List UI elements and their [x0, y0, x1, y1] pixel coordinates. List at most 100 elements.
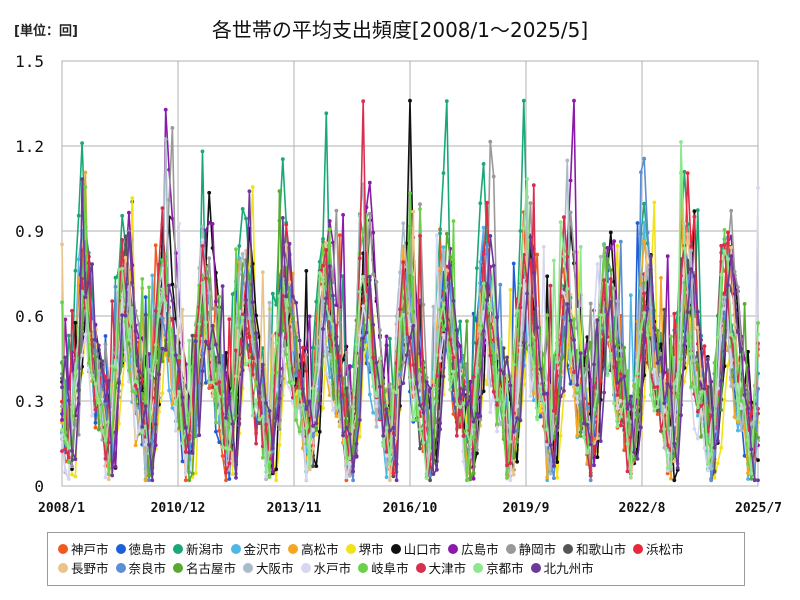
data-point — [518, 418, 523, 423]
data-point — [756, 186, 760, 190]
data-point — [321, 237, 325, 241]
data-point — [401, 221, 406, 226]
data-point — [719, 378, 724, 383]
data-point — [722, 295, 727, 300]
data-point — [321, 406, 325, 410]
data-point — [388, 478, 392, 483]
data-point — [568, 318, 573, 323]
data-point — [224, 416, 228, 420]
legend-label: 徳島市 — [128, 542, 167, 557]
data-point — [96, 369, 101, 373]
data-point — [515, 309, 519, 313]
data-point — [314, 299, 319, 304]
data-point — [635, 371, 640, 376]
data-point — [471, 340, 476, 345]
data-point — [652, 200, 657, 205]
data-point — [732, 415, 737, 419]
data-point — [545, 391, 550, 396]
data-point — [284, 294, 289, 299]
data-point — [555, 475, 560, 480]
data-point — [682, 246, 687, 251]
data-point — [76, 257, 81, 262]
data-point — [498, 282, 503, 287]
data-point — [692, 358, 697, 363]
data-point — [702, 344, 707, 349]
data-point — [304, 407, 309, 411]
data-point — [649, 306, 653, 310]
data-point — [367, 274, 372, 279]
data-point — [277, 189, 282, 194]
data-point — [147, 474, 151, 478]
data-point — [505, 463, 509, 468]
data-point — [595, 262, 600, 266]
data-point — [167, 198, 172, 202]
data-point — [695, 363, 700, 367]
data-point — [659, 355, 663, 360]
data-point — [173, 429, 178, 433]
data-point — [608, 339, 613, 343]
data-point — [418, 367, 422, 372]
data-point — [190, 471, 195, 476]
data-point — [414, 418, 419, 423]
legend-item: 長野市 — [58, 558, 109, 577]
data-point — [642, 239, 647, 244]
data-point — [732, 291, 737, 296]
data-point — [669, 476, 673, 481]
data-point — [538, 414, 543, 419]
data-point — [408, 378, 412, 383]
data-point — [83, 185, 88, 189]
data-point — [625, 406, 630, 411]
data-point — [200, 281, 205, 285]
data-point — [682, 343, 687, 347]
data-point — [408, 307, 412, 312]
data-point — [324, 111, 329, 116]
data-point — [103, 398, 108, 403]
data-point — [240, 252, 245, 256]
data-point — [177, 389, 182, 394]
data-point — [488, 308, 493, 312]
legend-item: 金沢市 — [230, 539, 281, 558]
data-point — [270, 446, 275, 451]
data-point — [672, 478, 677, 483]
data-point — [598, 313, 603, 317]
data-point — [183, 449, 188, 454]
data-point — [113, 364, 118, 369]
data-point — [230, 461, 235, 466]
data-point — [314, 464, 319, 468]
data-point — [605, 313, 610, 317]
data-point — [274, 467, 279, 472]
data-point — [280, 157, 285, 162]
data-point — [458, 405, 463, 409]
data-point — [692, 427, 697, 431]
data-point — [324, 241, 329, 245]
data-point — [137, 369, 141, 374]
data-point — [254, 380, 258, 385]
data-point — [478, 326, 483, 331]
data-point — [314, 428, 319, 432]
data-point — [746, 406, 750, 410]
data-point — [270, 334, 275, 338]
data-point — [746, 461, 750, 466]
data-point — [364, 330, 369, 335]
data-point — [337, 373, 342, 378]
data-point — [471, 471, 476, 475]
data-point — [200, 238, 205, 243]
data-point — [618, 378, 623, 382]
data-point — [294, 373, 299, 378]
data-point — [394, 390, 399, 395]
data-point — [508, 439, 513, 444]
data-point — [374, 360, 379, 365]
data-point — [535, 417, 540, 422]
data-point — [608, 277, 613, 281]
data-point — [317, 271, 322, 275]
data-point — [327, 219, 332, 223]
data-point — [739, 398, 744, 403]
data-point — [565, 286, 570, 291]
data-point — [531, 183, 536, 188]
data-point — [568, 361, 573, 366]
data-point — [454, 328, 459, 333]
data-point — [451, 369, 456, 374]
data-point — [381, 433, 386, 438]
data-point — [756, 435, 760, 440]
data-point — [709, 379, 714, 384]
